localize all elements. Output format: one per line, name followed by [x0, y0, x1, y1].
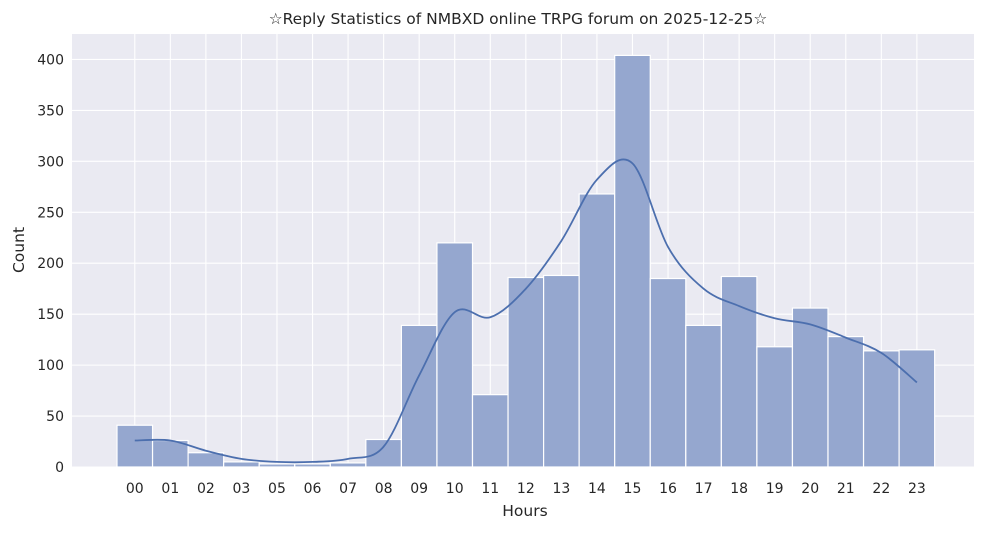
y-axis-label: Count	[10, 227, 28, 273]
x-tick-label: 13	[552, 481, 570, 497]
bar	[756, 346, 794, 468]
x-tick-label: 11	[481, 481, 499, 497]
bar	[400, 324, 438, 468]
bar	[862, 350, 900, 468]
bar	[151, 439, 189, 468]
bar	[258, 463, 296, 468]
bars	[116, 54, 936, 468]
x-tick-label: 06	[304, 481, 322, 497]
x-tick-label: 18	[730, 481, 748, 497]
y-tick-label: 250	[37, 205, 64, 221]
x-tick-label: 16	[659, 481, 677, 497]
y-tick-label: 50	[46, 409, 64, 425]
y-tick-label: 400	[37, 52, 64, 68]
x-tick-label: 22	[872, 481, 890, 497]
y-tick-label: 150	[37, 307, 64, 323]
x-tick-label: 08	[375, 481, 393, 497]
x-tick-label: 01	[161, 481, 179, 497]
bar	[720, 275, 758, 468]
y-tick-labels: 0 50 100 150 200 250 300 350 400	[37, 52, 64, 476]
y-tick-label: 0	[55, 460, 64, 476]
x-tick-label: 23	[908, 481, 926, 497]
x-tick-label: 12	[517, 481, 535, 497]
bar	[827, 335, 865, 468]
x-tick-label: 02	[197, 481, 215, 497]
x-tick-label: 03	[233, 481, 251, 497]
bar	[436, 242, 474, 468]
x-tick-label: 07	[339, 481, 357, 497]
bar	[898, 349, 936, 468]
bar	[685, 324, 722, 468]
x-tick-label: 15	[624, 481, 642, 497]
kde-curve	[134, 158, 918, 464]
bar	[614, 54, 651, 468]
bar	[542, 274, 580, 468]
x-tick-label: 17	[695, 481, 713, 497]
bar	[507, 276, 545, 468]
bar	[187, 452, 225, 468]
x-tick-label: 14	[588, 481, 606, 497]
x-tick-label: 21	[837, 481, 855, 497]
y-tick-label: 200	[37, 256, 64, 272]
y-tick-label: 300	[37, 154, 64, 170]
x-tick-label: 10	[446, 481, 464, 497]
bar	[365, 438, 403, 468]
bar	[578, 193, 616, 468]
x-tick-label: 19	[766, 481, 784, 497]
x-tick-labels: 00 01 02 03 05 06 07 08 09 10 11 12 13 14 15 16 17 18 19 20…	[126, 481, 926, 497]
bar	[329, 462, 367, 468]
x-tick-label: 00	[126, 481, 144, 497]
bar	[223, 461, 260, 468]
x-tick-label: 20	[801, 481, 819, 497]
x-tick-label: 09	[410, 481, 428, 497]
bar	[294, 463, 331, 468]
chart-title: ☆Reply Statistics of NMBXD online TRPG f…	[269, 10, 768, 28]
bar	[649, 277, 687, 468]
bar	[471, 394, 509, 468]
y-tick-label: 100	[37, 358, 64, 374]
x-tick-label: 05	[268, 481, 286, 497]
y-tick-label: 350	[37, 103, 64, 119]
bar	[791, 307, 829, 468]
bar	[116, 424, 154, 468]
x-axis-label: Hours	[502, 502, 547, 520]
